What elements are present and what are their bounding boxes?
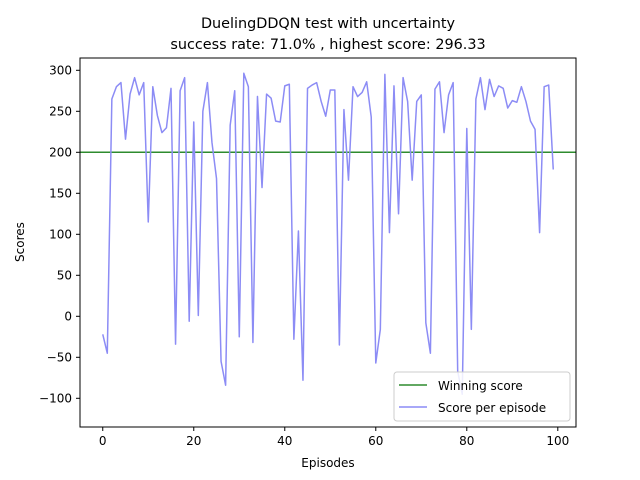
- chart-subtitle: success rate: 71.0% , highest score: 296…: [170, 37, 485, 53]
- y-axis: −100 −50 0 50 100 150 200 250 300: [39, 63, 80, 405]
- x-tick-label: 100: [546, 434, 569, 448]
- legend-label-score-per-episode: Score per episode: [438, 401, 546, 415]
- legend: Winning score Score per episode: [393, 371, 571, 422]
- y-tick-label: −50: [47, 350, 72, 364]
- x-tick-label: 60: [368, 434, 383, 448]
- y-tick-label: 200: [49, 145, 72, 159]
- y-tick-label: 250: [49, 104, 72, 118]
- x-axis-label: Episodes: [301, 456, 354, 470]
- y-tick-label: 100: [49, 227, 72, 241]
- plot-lines: [80, 72, 576, 395]
- y-tick-label: −100: [39, 391, 72, 405]
- legend-label-winning-score: Winning score: [438, 379, 523, 393]
- y-tick-label: 150: [49, 186, 72, 200]
- chart-title: DuelingDDQN test with uncertainty: [201, 16, 456, 32]
- y-tick-label: 50: [57, 268, 72, 282]
- legend-box: [393, 371, 571, 422]
- y-tick-label: 0: [64, 309, 72, 323]
- plot-frame: [79, 57, 577, 428]
- series-line-score-per-episode: [102, 72, 554, 395]
- y-tick-label: 300: [49, 63, 72, 77]
- x-tick-label: 40: [277, 434, 292, 448]
- x-axis: 0 20 40 60 80 100: [99, 427, 569, 448]
- x-tick-label: 20: [186, 434, 201, 448]
- x-tick-label: 0: [99, 434, 107, 448]
- y-axis-label: Scores: [13, 222, 27, 262]
- x-tick-label: 80: [459, 434, 474, 448]
